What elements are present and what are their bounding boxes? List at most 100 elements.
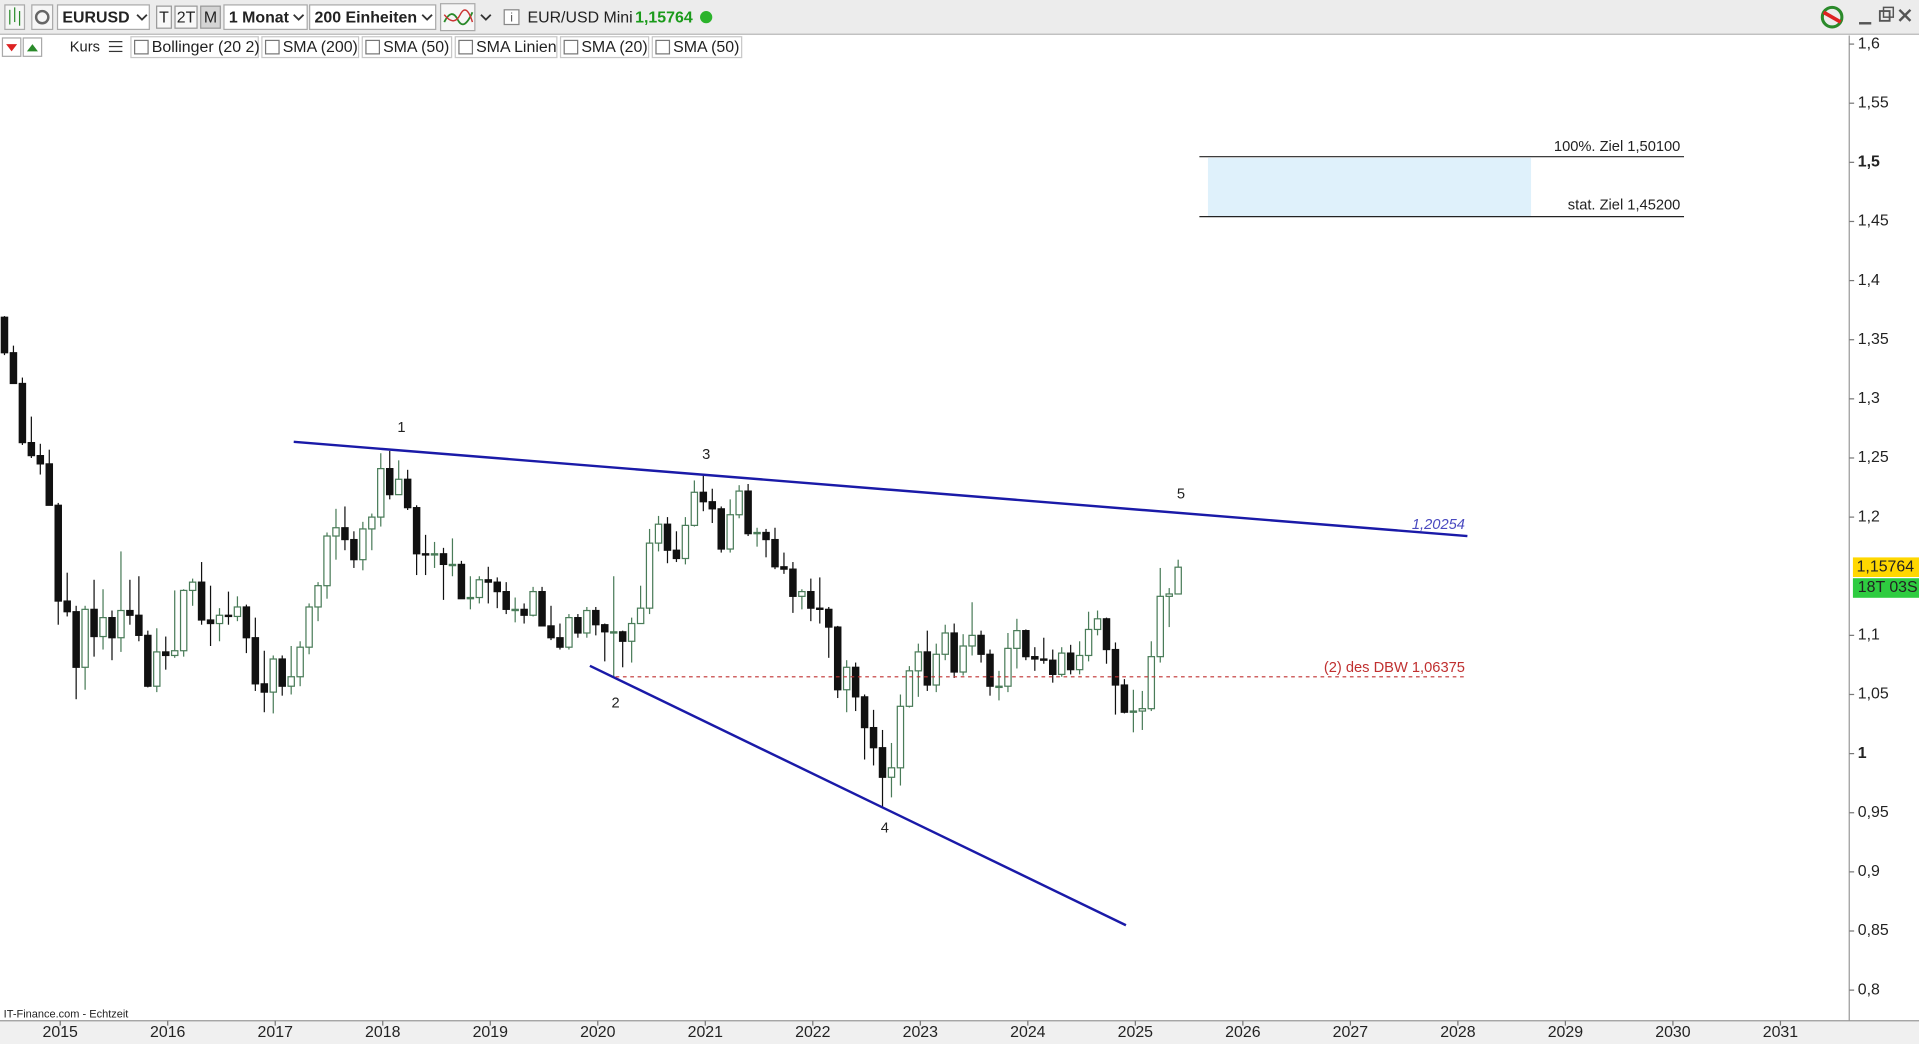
candle-body <box>1022 630 1030 658</box>
toolbar-price: 1,15764 <box>635 10 693 27</box>
candle-body <box>1040 658 1048 661</box>
candle-body <box>448 563 457 567</box>
candle-body <box>529 590 537 616</box>
candle-body <box>520 608 528 616</box>
y-tick-label: 1,1 <box>1858 627 1880 644</box>
candle-body <box>144 634 152 687</box>
units-box[interactable] <box>309 4 437 31</box>
candle-body <box>1102 618 1111 651</box>
candle-body <box>9 352 18 385</box>
candle-body <box>609 631 618 634</box>
checkbox[interactable] <box>134 39 149 55</box>
candle-body <box>126 609 134 616</box>
x-tick-label: 2021 <box>688 1024 724 1041</box>
candle-body <box>708 501 717 510</box>
candle-body <box>108 617 116 639</box>
indicator-item[interactable] <box>454 36 558 59</box>
interval-box[interactable] <box>223 4 308 31</box>
y-tick-label: 1,45 <box>1858 213 1889 230</box>
x-tick-label: 2019 <box>473 1024 509 1041</box>
refresh-icon[interactable] <box>1820 5 1844 29</box>
candle-body <box>45 463 54 506</box>
candle-body <box>986 653 994 687</box>
candle-body <box>690 491 699 526</box>
price-box <box>1852 557 1919 577</box>
price-direction-icons[interactable] <box>1 37 43 57</box>
candle-body <box>1111 648 1120 686</box>
timeframe-button[interactable] <box>174 5 198 29</box>
info-icon[interactable] <box>503 9 520 26</box>
candle-body <box>923 651 932 686</box>
list-icon[interactable] <box>108 41 123 53</box>
checkbox[interactable] <box>458 39 474 55</box>
x-tick-label: 2016 <box>150 1024 186 1041</box>
chart-type-icon[interactable] <box>4 4 26 31</box>
candle-body <box>735 490 743 516</box>
x-tick-label: 2018 <box>365 1024 401 1041</box>
candle-body <box>359 528 367 561</box>
live-indicator <box>700 11 713 24</box>
y-tick-label: 1,3 <box>1858 390 1880 407</box>
y-tick-label: 1,5 <box>1858 154 1880 171</box>
timeframe-button[interactable] <box>200 5 221 29</box>
checkbox[interactable] <box>655 39 671 55</box>
candle-body <box>430 553 439 556</box>
y-tick-label: 1 <box>1858 745 1867 762</box>
info-glyph: i <box>510 11 513 25</box>
candle-body <box>1147 656 1156 710</box>
candle-body <box>260 683 269 693</box>
target-label: stat. Ziel 1,45200 <box>1568 198 1681 214</box>
candle-body <box>1174 566 1182 595</box>
candle-body <box>135 614 143 636</box>
candle-body <box>36 455 45 465</box>
checkbox[interactable] <box>365 39 381 55</box>
symbol: EURUSD <box>62 10 129 27</box>
indicator-item[interactable] <box>651 36 743 59</box>
x-tick-label: 2023 <box>903 1024 939 1041</box>
candle-body <box>968 634 976 647</box>
candle-body <box>305 606 313 648</box>
interval: 1 Monat <box>229 10 290 27</box>
y-tick-label: 1,05 <box>1858 686 1889 703</box>
checkbox[interactable] <box>563 39 579 55</box>
candle-body <box>699 491 708 503</box>
x-tick-label: 2031 <box>1763 1024 1799 1041</box>
candle-body <box>860 696 869 729</box>
candle-body <box>314 585 322 608</box>
symbol-box[interactable] <box>56 4 150 31</box>
timeframe-button[interactable] <box>156 5 172 29</box>
candle-body <box>457 563 466 600</box>
indicator-item[interactable] <box>361 36 453 59</box>
indicator-label: SMA (50) <box>673 39 739 56</box>
candle-body <box>323 535 331 587</box>
candle-body <box>833 626 842 691</box>
candle-body <box>1120 684 1129 713</box>
candle-body <box>287 676 295 687</box>
candle-body <box>27 441 36 457</box>
wave-label: 3 <box>702 447 710 463</box>
indicator-item[interactable] <box>130 36 259 59</box>
price-toggle[interactable]: Kurs <box>70 40 100 56</box>
candle-body <box>896 705 905 769</box>
candle-body <box>466 596 475 600</box>
candle-body <box>645 542 654 609</box>
dropdown-caret <box>136 14 148 21</box>
x-tick-label: 2029 <box>1548 1024 1584 1041</box>
indicator-item[interactable] <box>261 36 360 59</box>
settings-icon[interactable] <box>31 4 54 31</box>
candle-body <box>475 579 484 599</box>
candle-body <box>663 523 672 551</box>
indicator-icon[interactable] <box>439 3 492 32</box>
upper-trendline[interactable] <box>293 440 1468 538</box>
candle-body <box>842 666 851 691</box>
candle-body <box>959 645 967 673</box>
indicator-item[interactable] <box>559 36 650 59</box>
dropdown-caret <box>293 14 305 21</box>
candle-body <box>878 747 887 778</box>
window-controls[interactable] <box>1859 6 1912 25</box>
lower-trendline[interactable] <box>589 664 1127 927</box>
candle-body <box>950 632 958 673</box>
checkbox[interactable] <box>264 39 280 55</box>
target-zone[interactable] <box>1207 157 1532 217</box>
